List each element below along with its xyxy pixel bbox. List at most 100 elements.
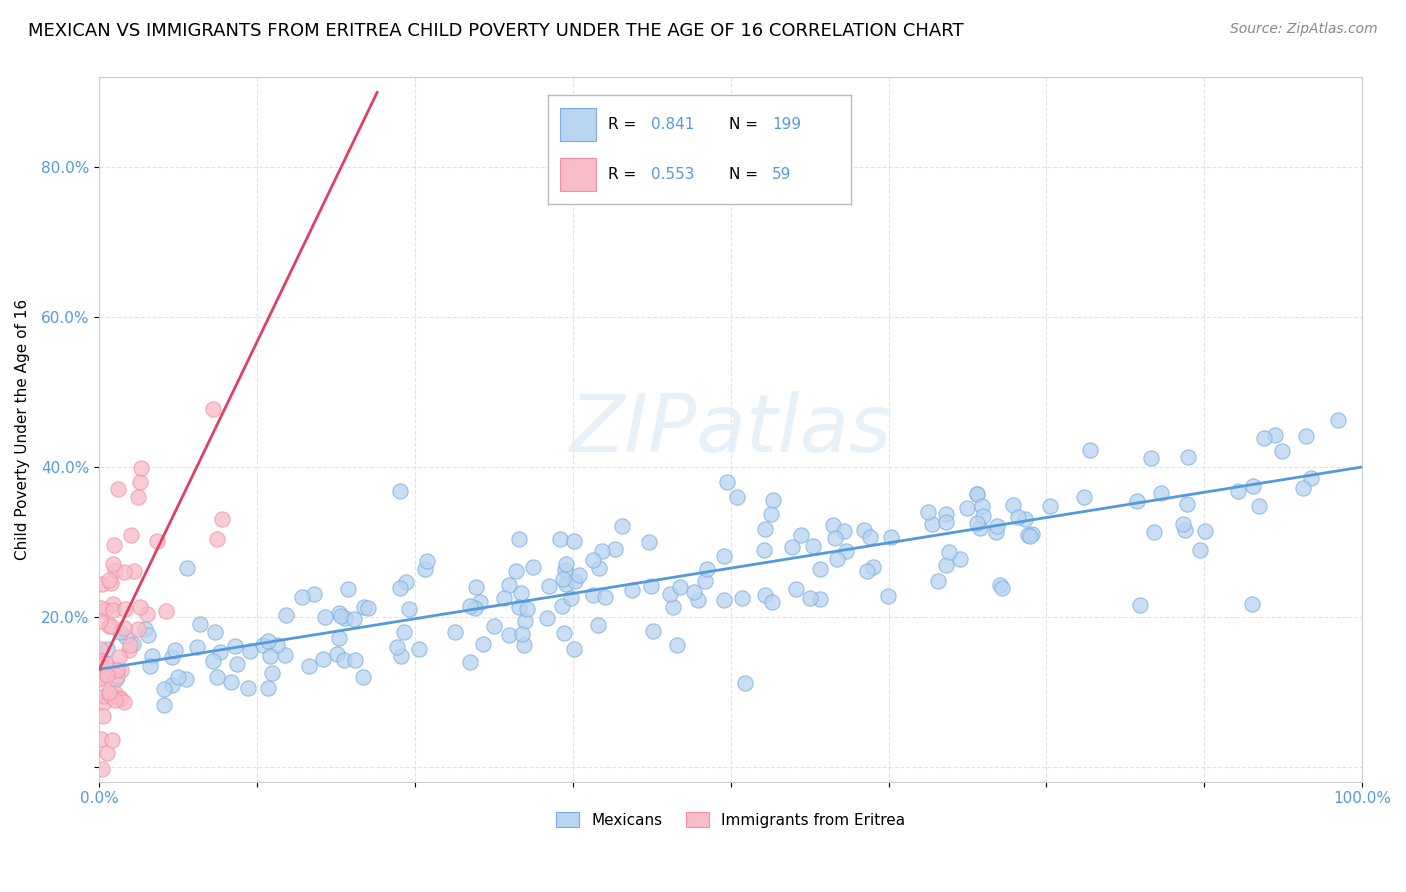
Point bbox=[1271, 444, 1294, 458]
Point bbox=[538, 579, 561, 593]
Point bbox=[136, 627, 159, 641]
Point bbox=[696, 562, 718, 576]
Point bbox=[395, 574, 418, 589]
Point bbox=[93, 695, 115, 709]
Point bbox=[257, 634, 280, 648]
Point bbox=[90, 652, 112, 666]
Point bbox=[1194, 524, 1216, 538]
Point bbox=[799, 591, 821, 606]
Point bbox=[96, 642, 118, 657]
Point bbox=[1241, 479, 1264, 493]
Point bbox=[1150, 486, 1173, 500]
Point bbox=[122, 637, 145, 651]
Point bbox=[554, 563, 576, 577]
Point bbox=[97, 685, 120, 699]
Point bbox=[554, 577, 576, 591]
Point bbox=[505, 565, 527, 579]
Point bbox=[1080, 442, 1102, 457]
Point bbox=[1140, 450, 1163, 465]
Point bbox=[458, 655, 481, 669]
Point bbox=[329, 609, 352, 624]
Point bbox=[1017, 527, 1039, 541]
Text: ZIPatlas: ZIPatlas bbox=[569, 391, 891, 468]
Point bbox=[591, 543, 613, 558]
Point bbox=[90, 732, 112, 747]
Point bbox=[877, 589, 900, 603]
Point bbox=[956, 500, 979, 515]
Point bbox=[129, 475, 152, 490]
Point bbox=[482, 619, 505, 633]
Point bbox=[508, 599, 530, 614]
Point bbox=[986, 519, 1008, 533]
Point bbox=[333, 653, 356, 667]
Point bbox=[582, 588, 605, 602]
Point bbox=[917, 505, 939, 519]
Point bbox=[638, 535, 661, 549]
Point bbox=[101, 597, 124, 611]
Point bbox=[98, 573, 121, 587]
Point bbox=[859, 530, 882, 544]
Point bbox=[1014, 512, 1036, 526]
Point bbox=[89, 672, 111, 686]
Point bbox=[128, 599, 150, 614]
Point bbox=[880, 530, 903, 544]
Point bbox=[112, 565, 135, 579]
Point bbox=[103, 602, 125, 616]
Point bbox=[562, 641, 585, 656]
Point bbox=[211, 512, 233, 526]
Point bbox=[550, 599, 572, 613]
Point bbox=[89, 614, 111, 628]
Point bbox=[152, 698, 174, 712]
Point bbox=[408, 642, 430, 657]
Point bbox=[107, 482, 129, 496]
Point bbox=[343, 612, 366, 626]
Point bbox=[108, 625, 131, 640]
Point bbox=[966, 487, 988, 501]
Point bbox=[516, 601, 538, 615]
Point bbox=[394, 624, 416, 639]
Point bbox=[513, 638, 536, 652]
Point bbox=[564, 574, 586, 588]
Point bbox=[551, 572, 574, 586]
Point bbox=[568, 568, 591, 582]
Point bbox=[1001, 499, 1024, 513]
Point bbox=[252, 638, 274, 652]
Point bbox=[226, 657, 249, 671]
Point bbox=[935, 507, 957, 521]
Point bbox=[413, 562, 436, 576]
Point bbox=[389, 648, 412, 663]
Point bbox=[124, 564, 146, 578]
Point bbox=[927, 574, 949, 589]
Point bbox=[112, 621, 135, 635]
Point bbox=[803, 539, 825, 553]
Point bbox=[312, 651, 335, 665]
Point bbox=[114, 602, 136, 616]
Point bbox=[89, 642, 111, 657]
Point bbox=[236, 681, 259, 695]
Point bbox=[104, 686, 127, 700]
Point bbox=[118, 638, 141, 652]
Y-axis label: Child Poverty Under the Age of 16: Child Poverty Under the Age of 16 bbox=[15, 299, 30, 560]
Point bbox=[641, 624, 664, 639]
Point bbox=[129, 461, 152, 475]
Point bbox=[98, 618, 121, 632]
Point bbox=[110, 664, 132, 678]
Point bbox=[127, 490, 149, 504]
Point bbox=[970, 499, 993, 513]
Point bbox=[202, 655, 225, 669]
Point bbox=[852, 523, 875, 537]
Point bbox=[620, 583, 643, 598]
Point bbox=[1189, 542, 1212, 557]
Point bbox=[555, 557, 578, 571]
Point bbox=[259, 649, 281, 664]
Point bbox=[731, 591, 754, 606]
Point bbox=[468, 595, 491, 609]
Point bbox=[209, 645, 232, 659]
Point bbox=[101, 558, 124, 572]
Point bbox=[1299, 470, 1322, 484]
Point bbox=[713, 549, 735, 563]
Point bbox=[385, 640, 408, 655]
Point bbox=[1177, 450, 1199, 465]
Legend: Mexicans, Immigrants from Eritrea: Mexicans, Immigrants from Eritrea bbox=[550, 805, 911, 834]
Point bbox=[640, 579, 662, 593]
